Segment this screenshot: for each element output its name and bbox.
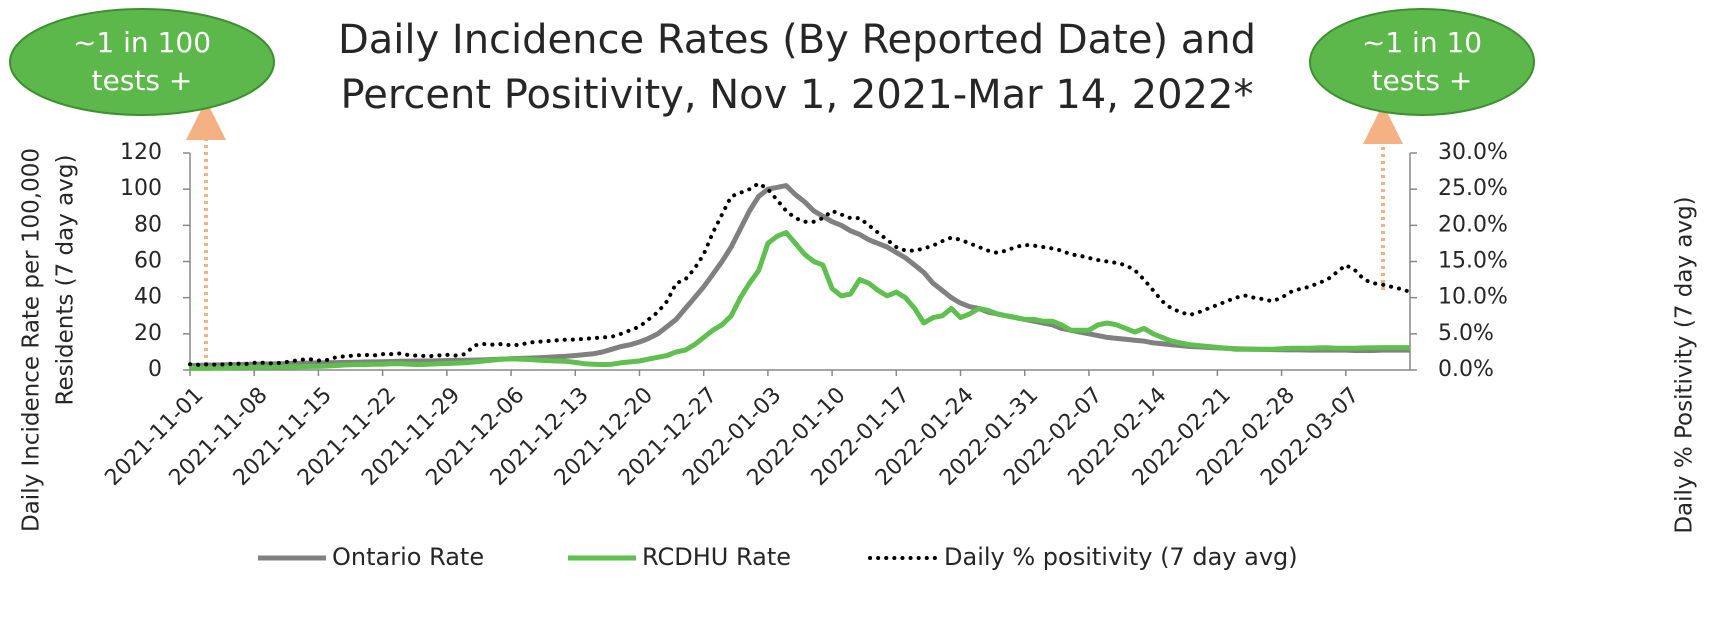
y-axis-label: Daily Incidence Rate per 100,000 Residen… (19, 148, 79, 532)
callout-text: tests + (1372, 64, 1473, 97)
y-tick-label: 40 (134, 285, 162, 310)
callout-text: tests + (92, 64, 193, 97)
callout-text: ~1 in 100 (73, 26, 211, 59)
callout (9, 8, 275, 116)
y-tick-label: 80 (134, 212, 162, 237)
y2-tick-label: 5.0% (1438, 321, 1494, 346)
legend-label: RCDHU Rate (642, 543, 791, 571)
y-tick-label: 100 (120, 176, 162, 201)
y-axis-label-line: Residents (7 day avg) (53, 155, 79, 406)
callout (1309, 8, 1535, 116)
y-tick-label: 60 (134, 249, 162, 274)
y-tick-label: 0 (148, 357, 162, 382)
y-axis-label-line: Daily Incidence Rate per 100,000 (19, 148, 45, 532)
legend-label: Ontario Rate (332, 543, 484, 571)
y2-tick-label: 0.0% (1438, 357, 1494, 382)
y2-tick-label: 30.0% (1438, 140, 1508, 165)
series-line (188, 181, 1412, 367)
series-line (189, 183, 1410, 368)
y2-tick-label: 15.0% (1438, 249, 1508, 274)
y2-axis-label: Daily % Positivity (7 day avg) (1672, 196, 1698, 533)
chart-title: Percent Positivity, Nov 1, 2021-Mar 14, … (341, 72, 1254, 118)
chart-title: Daily Incidence Rates (By Reported Date)… (338, 17, 1256, 63)
legend-label: Daily % positivity (7 day avg) (944, 543, 1298, 571)
y-tick-label: 20 (134, 321, 162, 346)
y2-tick-label: 25.0% (1438, 176, 1508, 201)
callout-text: ~1 in 10 (1362, 26, 1482, 59)
series-line (190, 230, 1410, 371)
y2-tick-label: 20.0% (1438, 212, 1508, 237)
y2-tick-label: 10.0% (1438, 285, 1508, 310)
y-tick-label: 120 (120, 140, 162, 165)
